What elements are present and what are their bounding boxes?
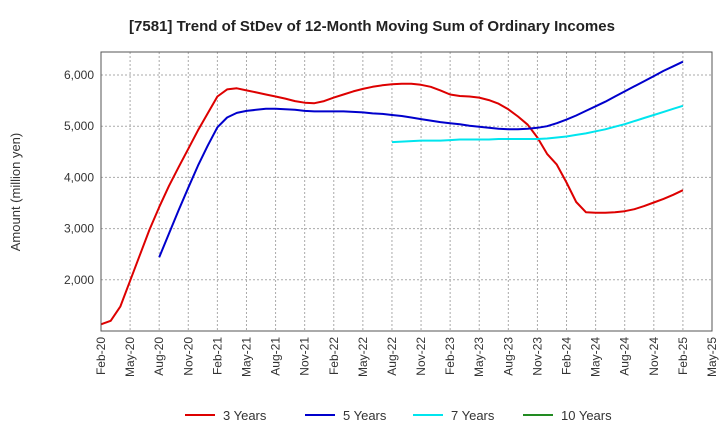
plot-area bbox=[100, 51, 713, 332]
x-tick-label: Feb-24 bbox=[560, 337, 574, 375]
x-tick-label: Aug-23 bbox=[501, 337, 515, 376]
x-tick-label: Aug-22 bbox=[385, 337, 399, 376]
legend-label-10-years: 10 Years bbox=[561, 408, 612, 423]
x-tick-label: May-24 bbox=[589, 337, 603, 377]
x-tick-label: Aug-20 bbox=[152, 337, 166, 376]
x-tick-label: Aug-24 bbox=[618, 337, 632, 376]
y-tick-label: 2,000 bbox=[64, 273, 94, 287]
series-line-5-years bbox=[158, 60, 684, 258]
chart-title: [7581] Trend of StDev of 12-Month Moving… bbox=[129, 18, 615, 35]
x-tick-label: May-23 bbox=[472, 337, 486, 377]
legend-label-7-years: 7 Years bbox=[451, 408, 495, 423]
legend-label-3-years: 3 Years bbox=[223, 408, 267, 423]
series-line-3-years bbox=[100, 82, 684, 326]
x-tick-label: Feb-22 bbox=[327, 337, 341, 375]
series-lines bbox=[100, 60, 684, 326]
legend: 3 Years 5 Years 7 Years 10 Years bbox=[185, 408, 612, 423]
grid bbox=[100, 52, 713, 331]
x-tick-label: May-21 bbox=[239, 337, 253, 377]
series-line-7-years bbox=[391, 104, 684, 144]
legend-label-5-years: 5 Years bbox=[343, 408, 387, 423]
x-tick-label: Nov-20 bbox=[181, 337, 195, 376]
x-tick-label: May-25 bbox=[705, 337, 719, 377]
x-tick-label: Feb-21 bbox=[210, 337, 224, 375]
y-tick-label: 3,000 bbox=[64, 222, 94, 236]
y-tick-label: 5,000 bbox=[64, 119, 94, 133]
y-tick-label: 4,000 bbox=[64, 170, 94, 184]
x-tick-label: Nov-23 bbox=[530, 337, 544, 376]
x-tick-label: May-22 bbox=[356, 337, 370, 377]
x-tick-label: Aug-21 bbox=[269, 337, 283, 376]
x-tick-label: Nov-24 bbox=[647, 337, 661, 376]
x-axis-ticks: Feb-20 May-20 Aug-20 Nov-20 Feb-21 May-21 Aug-… bbox=[94, 337, 719, 377]
x-tick-label: May-20 bbox=[123, 337, 137, 377]
x-tick-label: Nov-22 bbox=[414, 337, 428, 376]
x-tick-label: Feb-23 bbox=[443, 337, 457, 375]
y-axis-ticks: 2,000 3,000 4,000 5,000 6,000 bbox=[64, 68, 94, 287]
x-tick-label: Feb-20 bbox=[94, 337, 108, 375]
y-axis-label: Amount (million yen) bbox=[8, 133, 23, 252]
y-tick-label: 6,000 bbox=[64, 68, 94, 82]
x-tick-label: Nov-21 bbox=[298, 337, 312, 376]
x-tick-label: Feb-25 bbox=[676, 337, 690, 375]
